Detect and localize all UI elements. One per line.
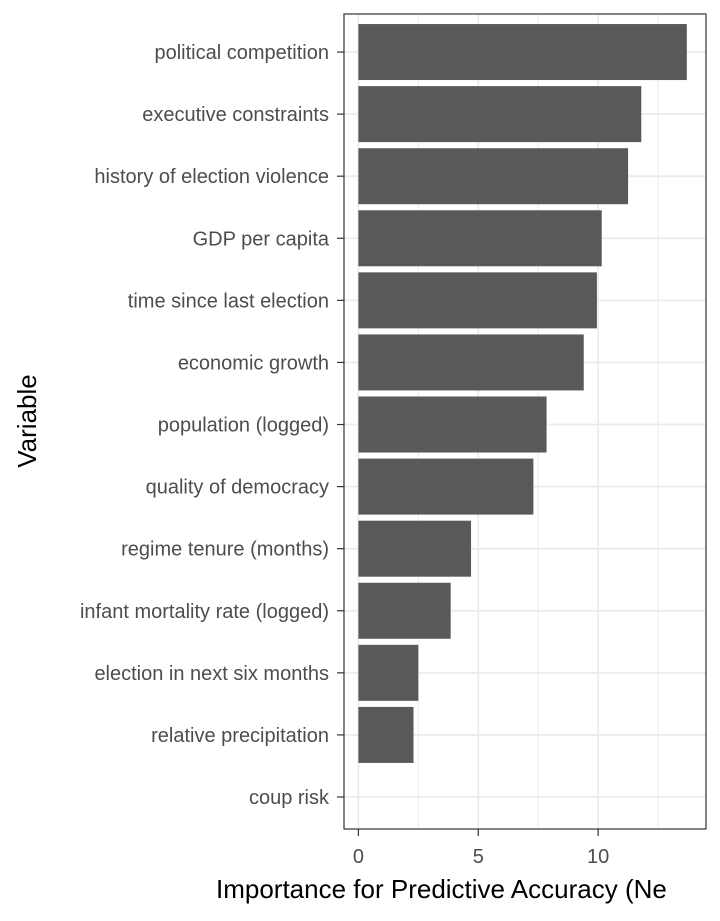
bar	[358, 272, 597, 329]
y-tick-label: infant mortality rate (logged)	[80, 601, 329, 623]
bar	[358, 86, 642, 143]
x-axis-title: Importance for Predictive Accuracy (Ne	[216, 874, 667, 904]
bar	[358, 148, 629, 205]
bar-layer	[358, 24, 687, 763]
bar	[358, 582, 451, 639]
y-tick-label: history of election violence	[94, 166, 329, 188]
bar	[358, 334, 584, 391]
y-tick-label: population (logged)	[158, 415, 329, 437]
x-tick-label: 0	[353, 846, 364, 868]
bar	[358, 644, 419, 701]
y-tick-label: economic growth	[178, 352, 329, 374]
bar	[358, 24, 687, 81]
y-tick-label: executive constraints	[142, 104, 329, 126]
bar	[358, 396, 547, 453]
y-tick-label: regime tenure (months)	[121, 539, 329, 561]
bar	[358, 210, 602, 267]
y-tick-label: GDP per capita	[193, 228, 330, 250]
y-tick-label: coup risk	[249, 787, 330, 809]
x-axis: 0 5 10	[353, 829, 609, 868]
y-tick-label: relative precipitation	[151, 725, 329, 747]
bar	[358, 520, 472, 577]
bar	[358, 706, 414, 763]
bar	[358, 458, 534, 515]
y-tick-label: political competition	[154, 42, 329, 64]
x-tick-label: 5	[473, 846, 484, 868]
y-tick-label: election in next six months	[94, 663, 329, 685]
plot-panel-border	[343, 13, 707, 830]
y-tick-label: quality of democracy	[146, 477, 329, 499]
y-axis-title: Variable	[12, 374, 42, 467]
x-tick-label: 10	[587, 846, 609, 868]
y-axis: political competition executive constrain…	[80, 42, 344, 809]
y-tick-label: time since last election	[128, 290, 329, 312]
